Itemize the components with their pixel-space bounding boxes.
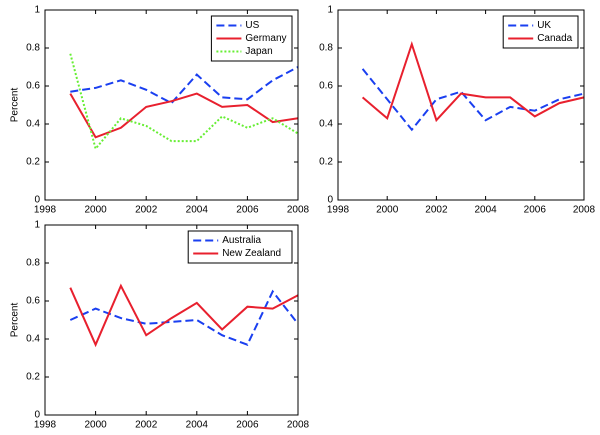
x-tick-label: 2006 — [524, 205, 547, 216]
legend-label: Canada — [537, 33, 572, 44]
series-line — [361, 68, 585, 132]
legend-box — [187, 230, 293, 264]
series-line — [70, 66, 299, 105]
y-tick-label: 0.8 — [26, 258, 40, 269]
legend-label: Australia — [222, 235, 261, 246]
x-tick-label: 2002 — [135, 205, 158, 216]
y-tick-label: 0 — [34, 410, 40, 421]
y-tick-label: 0.6 — [26, 81, 40, 92]
y-tick-label: 0.6 — [319, 81, 333, 92]
x-tick-label: 2008 — [287, 420, 310, 431]
legend-label: US — [245, 20, 259, 31]
x-tick-label: 2006 — [236, 205, 259, 216]
x-tick-label: 1998 — [34, 420, 57, 431]
series-line — [69, 283, 299, 348]
x-tick-label: 2004 — [186, 205, 209, 216]
y-tick-label: 0.4 — [319, 119, 333, 130]
legend-label: Germany — [245, 33, 286, 44]
x-tick-label: 2002 — [425, 205, 448, 216]
y-tick-label: 0.2 — [26, 372, 40, 383]
y-axis-label: Percent — [10, 303, 21, 338]
axes-frame — [44, 224, 299, 416]
axes-frame — [337, 9, 585, 201]
axes-frame — [44, 9, 299, 201]
x-tick-label: 1998 — [34, 205, 57, 216]
x-tick-label: 2004 — [474, 205, 497, 216]
y-tick-label: 1 — [34, 220, 40, 231]
y-tick-label: 0 — [327, 195, 333, 206]
series-line — [69, 92, 299, 139]
legend-box — [502, 15, 579, 49]
x-tick-label: 2008 — [287, 205, 310, 216]
y-tick-label: 0.4 — [26, 119, 40, 130]
x-tick-label: 2000 — [84, 420, 107, 431]
y-tick-label: 0.8 — [26, 43, 40, 54]
x-tick-label: 2002 — [135, 420, 158, 431]
y-tick-label: 0.2 — [26, 157, 40, 168]
x-tick-label: 2006 — [236, 420, 259, 431]
legend-label: UK — [537, 20, 551, 31]
x-tick-label: 2000 — [376, 205, 399, 216]
y-tick-label: 0.4 — [26, 334, 40, 345]
y-tick-label: 0.6 — [26, 296, 40, 307]
series-line — [361, 40, 585, 123]
legend-label: Japan — [245, 46, 272, 57]
x-tick-label: 2004 — [186, 420, 209, 431]
y-tick-label: 0.8 — [319, 43, 333, 54]
legend-label: New Zealand — [222, 248, 281, 259]
y-axis-label: Percent — [10, 88, 21, 123]
y-tick-label: 0 — [34, 195, 40, 206]
y-tick-label: 0.2 — [319, 157, 333, 168]
y-tick-label: 1 — [34, 5, 40, 16]
x-tick-label: 2000 — [84, 205, 107, 216]
y-tick-label: 1 — [327, 5, 333, 16]
x-tick-label: 2008 — [573, 205, 596, 216]
x-tick-label: 1998 — [327, 205, 350, 216]
